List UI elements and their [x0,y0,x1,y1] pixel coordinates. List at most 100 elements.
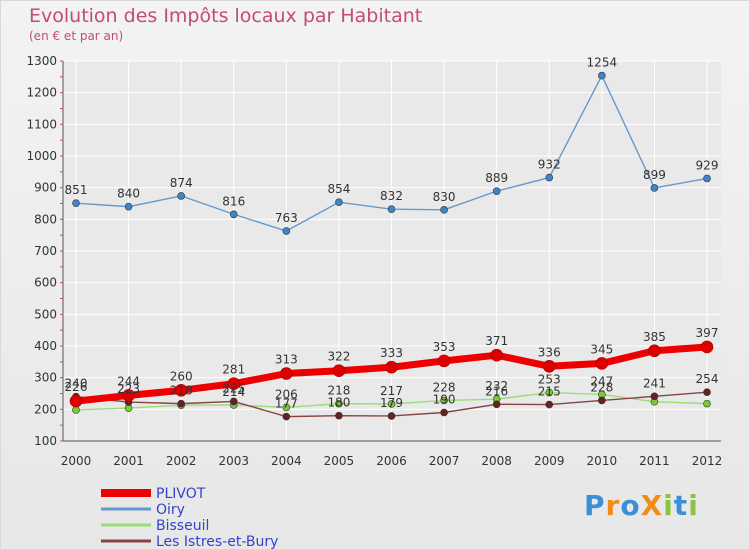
chart-subtitle: (en € et par an) [29,29,124,43]
data-label: 214 [222,385,245,399]
data-label: 244 [117,374,140,388]
data-point [492,400,501,409]
data-point [174,384,188,397]
data-point [703,174,711,183]
data-point [282,227,291,235]
data-label: 830 [433,190,456,204]
data-label: 889 [485,171,508,185]
data-point [69,394,83,408]
x-tick-label: 2003 [218,454,249,468]
x-tick-label: 2008 [481,454,512,468]
data-point [437,354,451,368]
y-tick-label: 100 [34,434,57,448]
data-label: 247 [590,374,613,388]
data-point [703,399,711,408]
data-label: 932 [538,158,561,172]
data-label: 190 [433,393,456,407]
legend-label: PLIVOT [156,486,206,502]
logo-letter: r [605,489,621,522]
data-point [177,192,185,200]
data-label: 253 [538,373,561,387]
proxiti-logo: ProXiti [584,489,699,522]
data-point [72,406,80,414]
x-tick-label: 2012 [692,454,723,468]
data-point [440,408,448,417]
data-point [227,377,241,390]
data-point [545,388,554,397]
data-point [72,199,80,207]
logo-letter: o [620,489,641,522]
x-tick-label: 2002 [166,454,197,468]
data-label: 223 [117,382,140,396]
logo-letter: t [673,489,689,522]
data-point [595,357,609,370]
data-label: 228 [433,380,456,394]
data-point [282,403,291,412]
y-tick-label: 400 [34,339,57,353]
data-point [650,392,659,401]
y-tick-label: 1300 [26,54,57,68]
data-point [282,412,291,421]
logo-letter: P [584,489,606,522]
data-label: 206 [275,387,298,401]
x-tick-label: 2010 [587,454,618,468]
x-tick-label: 2006 [376,454,407,468]
data-label: 177 [275,397,298,411]
logo-letter: X [640,489,664,522]
data-point [492,187,501,195]
data-point [335,399,343,408]
data-point [440,396,448,405]
data-point [490,348,503,362]
data-label: 353 [433,340,456,354]
data-label: 216 [485,384,508,398]
data-label: 241 [643,376,666,390]
x-tick-label: 2005 [324,454,355,468]
data-point [229,210,238,219]
data-label: 322 [327,350,350,364]
data-point [280,367,293,380]
data-label: 763 [275,211,298,225]
y-tick-label: 700 [34,244,57,258]
data-label: 854 [327,182,350,196]
data-label: 816 [222,194,245,208]
data-label: 260 [170,369,193,383]
data-label: 215 [538,385,561,399]
data-point [387,400,396,408]
data-label: 218 [170,384,193,398]
data-label: 228 [590,380,613,394]
data-point [542,359,556,373]
data-label: 179 [380,396,403,410]
data-point [335,198,343,207]
data-label: 1254 [587,56,618,70]
data-point [545,400,554,409]
data-point [335,411,343,420]
data-point [440,206,448,214]
legend-label: Les Istres-et-Bury [156,534,278,549]
data-point [385,360,398,374]
x-tick-label: 2007 [429,454,460,468]
data-label: 929 [696,158,719,172]
legend-label: Oiry [156,502,185,518]
x-tick-label: 2001 [113,454,144,468]
data-point [177,399,185,408]
data-label: 281 [222,363,245,377]
logo-letter: i [663,489,674,522]
x-tick-label: 2000 [61,454,92,468]
data-label: 218 [327,384,350,398]
data-label: 336 [538,345,561,359]
y-tick-label: 1100 [26,117,57,131]
x-tick-label: 2011 [639,454,670,468]
data-label: 385 [643,330,666,344]
data-label: 225 [222,381,245,395]
y-tick-label: 300 [34,371,57,385]
data-point [648,344,661,358]
legend-label: Bisseuil [156,518,209,534]
data-point [703,388,711,397]
data-label: 840 [117,187,140,201]
data-label: 333 [380,346,403,360]
data-label: 899 [643,168,666,182]
data-point [598,396,606,405]
data-point [332,364,346,378]
data-label: 180 [327,396,350,410]
